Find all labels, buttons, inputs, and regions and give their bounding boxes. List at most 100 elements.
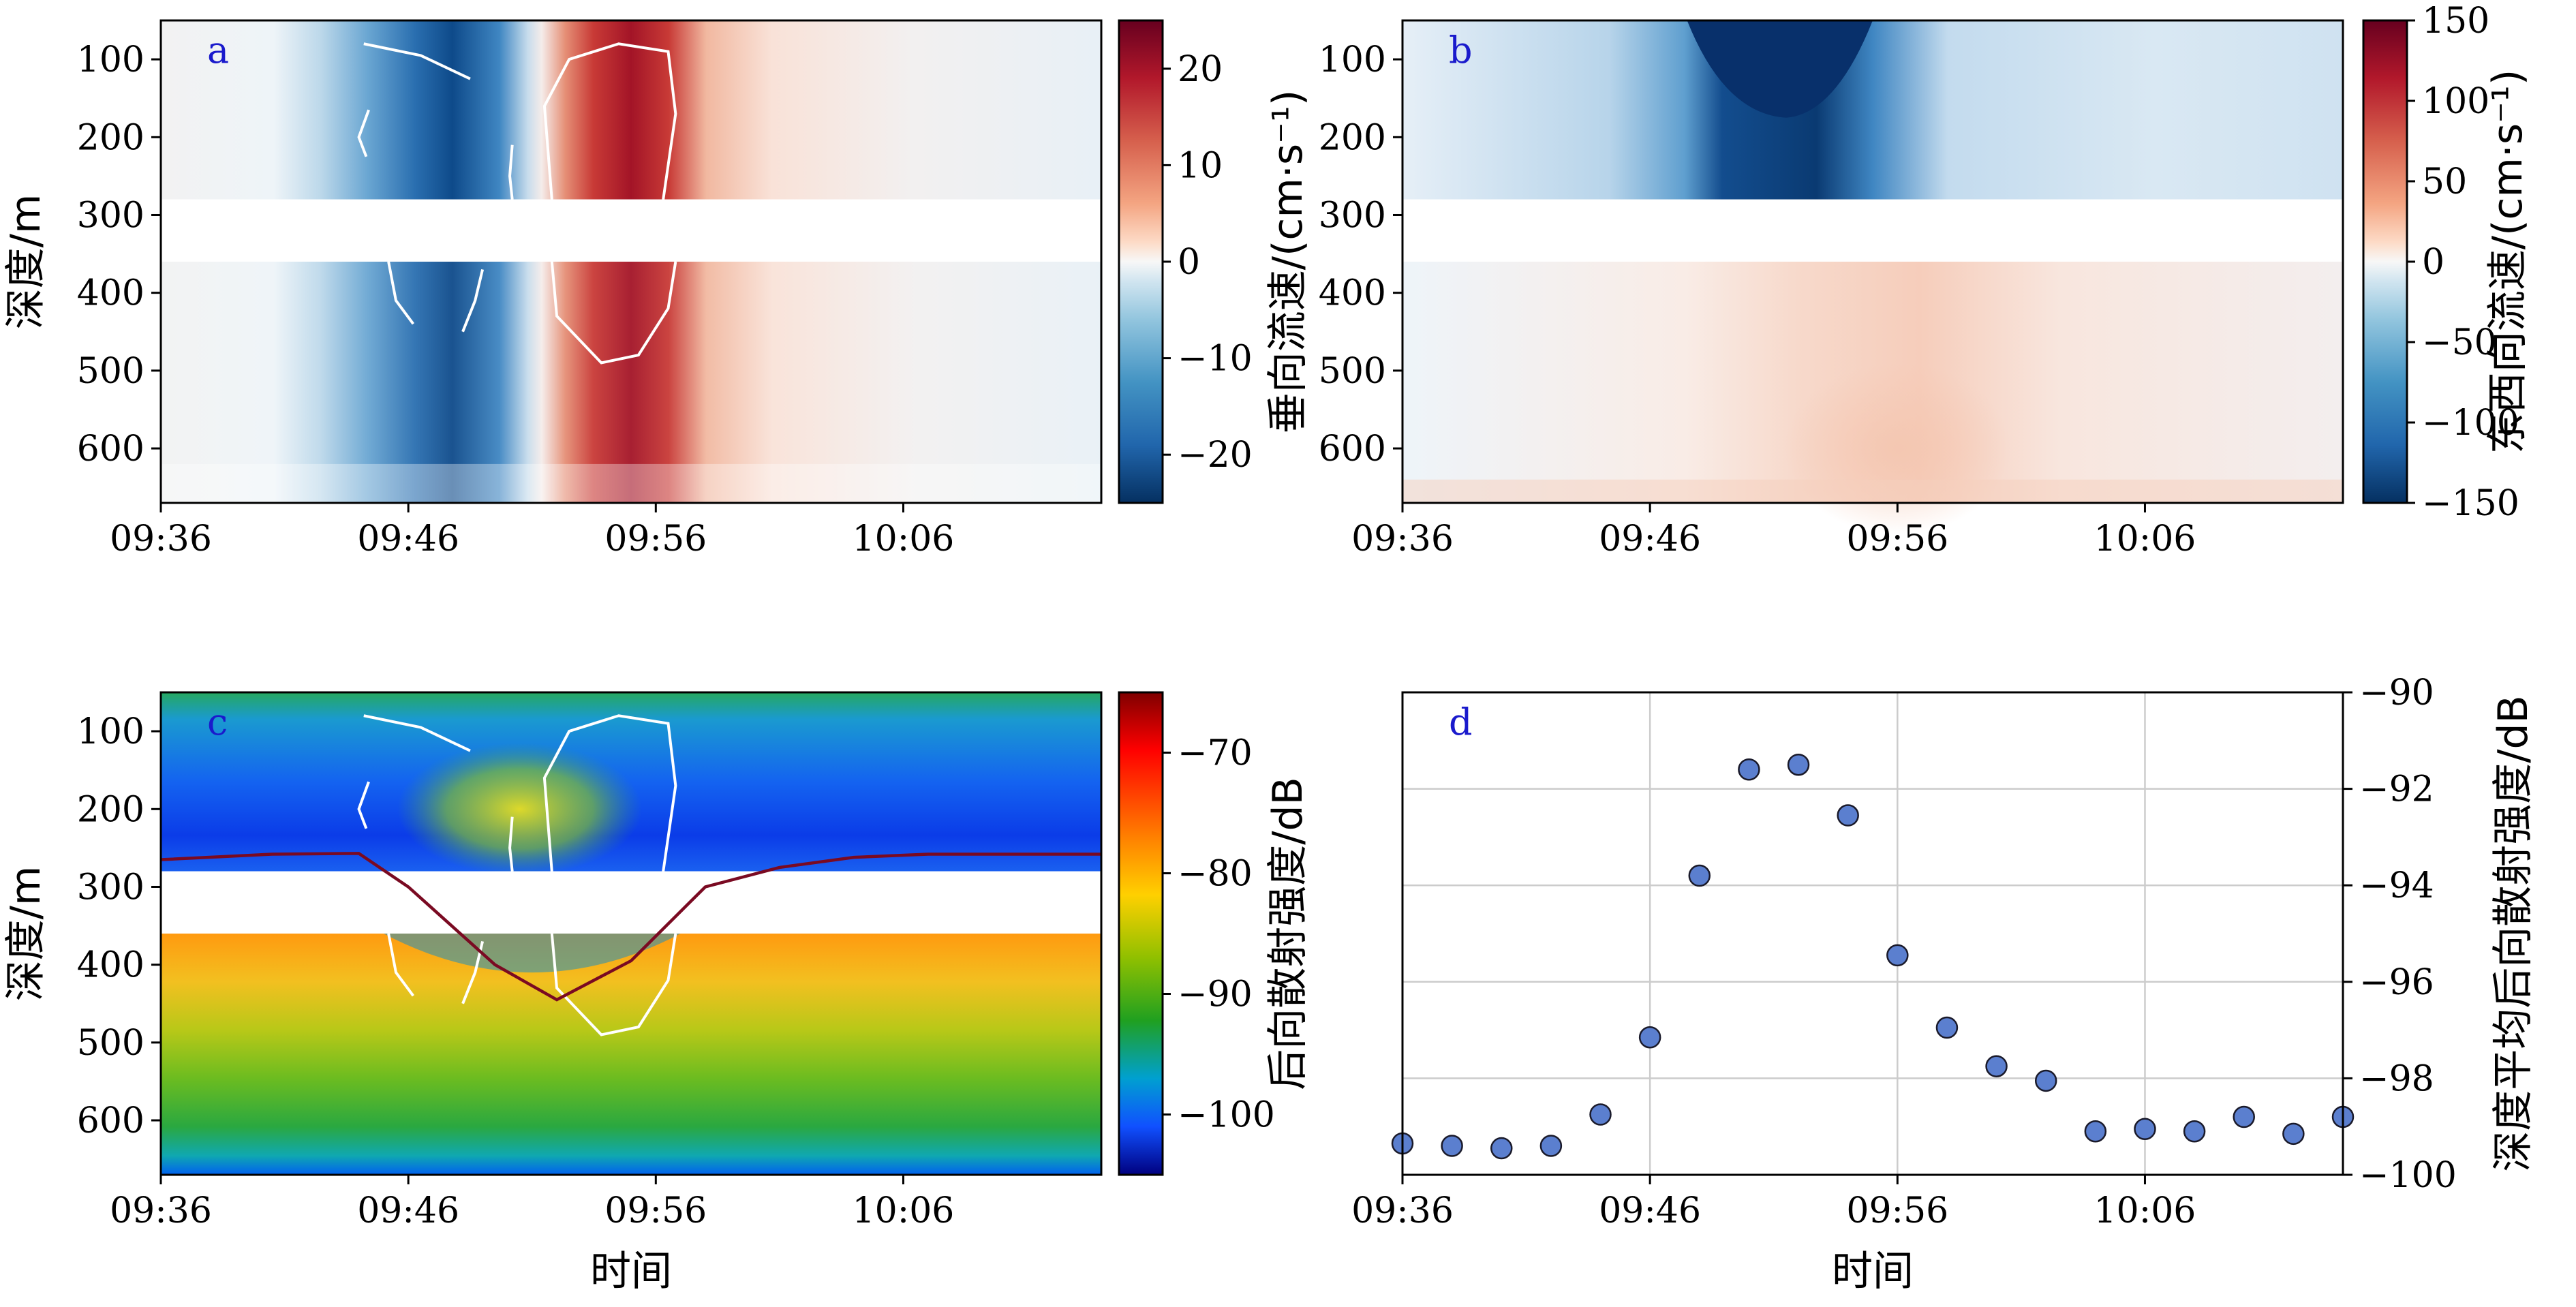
gridlines xyxy=(1402,692,2343,1175)
y-tick-label: 500 xyxy=(77,351,144,392)
panel-label: a xyxy=(207,29,229,72)
panel-c: 09:36 09:46 09:56 10:06 100 200 300 400 500 600 c 深… xyxy=(2,691,1312,1295)
contour-segment xyxy=(363,42,471,80)
data-point xyxy=(1490,1137,1513,1160)
colorbar-tick-label: −80 xyxy=(1178,854,1253,895)
colorbar-label: 垂向流速/(cm·s⁻¹) xyxy=(1264,90,1312,434)
y-tick-label: −92 xyxy=(2359,769,2434,810)
x-tick-label: 10:06 xyxy=(2094,1190,2196,1231)
contour-closed-lower xyxy=(550,261,677,365)
y-tick-label: 200 xyxy=(77,789,144,830)
y-tick-label: 600 xyxy=(77,1101,144,1141)
heatmap-upper-layer xyxy=(161,20,1101,200)
data-point xyxy=(1638,1026,1661,1049)
colorbar-label: 后向散射强度/dB xyxy=(1264,777,1312,1090)
x-tick-label: 10:06 xyxy=(853,519,955,559)
high-backscatter-patch xyxy=(397,743,642,876)
data-gap xyxy=(1402,199,2343,262)
colorbar-tick-label: 10 xyxy=(1178,145,1223,186)
colorbar-tick-label: 0 xyxy=(2422,242,2444,283)
y-tick-label: 400 xyxy=(77,945,144,986)
heatmap-field-b xyxy=(1402,20,2343,534)
contour-closed-upper xyxy=(542,42,677,200)
y-tick-label: 400 xyxy=(77,273,144,314)
x-tick-label: 09:46 xyxy=(357,519,459,559)
x-axis-label: 时间 xyxy=(590,1248,672,1295)
heatmap-field-a xyxy=(161,20,1101,503)
colorbar-tick-label: −10 xyxy=(1178,339,1253,380)
contour-segment xyxy=(508,816,514,872)
colorbar-tick-label: 150 xyxy=(2422,1,2489,42)
colorbar-ramp xyxy=(1118,691,1164,1176)
y-tick-label: −98 xyxy=(2359,1058,2434,1099)
x-tick-label: 09:36 xyxy=(110,1190,212,1231)
contour-closed-upper xyxy=(542,714,677,872)
data-point xyxy=(1985,1055,2008,1077)
y-tick-label: 600 xyxy=(1319,429,1386,470)
colorbar-tick-label: −50 xyxy=(2422,322,2497,363)
x-tick-label: 09:46 xyxy=(357,1190,459,1231)
colorbar-tick-label: 20 xyxy=(1178,49,1223,90)
y-tick-label: −94 xyxy=(2359,865,2434,906)
data-gap xyxy=(161,871,1101,934)
x-axis-label: 时间 xyxy=(1832,1248,1914,1295)
x-tick-label: 09:36 xyxy=(1351,1190,1454,1231)
contour-segment xyxy=(363,714,471,752)
data-point xyxy=(2134,1118,2156,1140)
panel-b: 09:36 09:46 09:56 10:06100200300400500600b1… xyxy=(1319,1,2532,559)
y-tick-label: −96 xyxy=(2359,962,2434,1003)
axes-frame xyxy=(159,691,1103,1176)
y-tick-label: 100 xyxy=(77,711,144,752)
colorbar-tick-label: 0 xyxy=(1178,242,1200,283)
axes-frame xyxy=(1401,691,2344,1176)
heatmap-field-c xyxy=(161,692,1101,1175)
axes-frame xyxy=(159,19,1103,504)
data-point xyxy=(2282,1122,2305,1145)
heatmap-lower-layer xyxy=(161,262,1101,503)
panel-a: 09:36 09:46 09:56 10:06100200300400500600a深… xyxy=(2,19,1312,559)
colorbar-b: 150 100 50 0 −50 −100 −150 东西向流速/(cm·s⁻¹) xyxy=(2362,1,2532,524)
y-tick-label: 500 xyxy=(1319,351,1386,392)
x-tick-label: 09:56 xyxy=(604,1190,707,1231)
contour-closed-lower xyxy=(550,933,677,1036)
panel-label: d xyxy=(1449,701,1473,743)
contour-segment xyxy=(461,268,485,333)
data-point xyxy=(1886,944,1909,967)
x-tick-label: 09:46 xyxy=(1599,1190,1701,1231)
heatmap-upper-layer xyxy=(1402,20,2343,200)
bottom-band xyxy=(1402,479,2343,503)
y-tick-label: 300 xyxy=(77,195,144,236)
colorbar-c: −70 −80 −90 −100 后向散射强度/dB xyxy=(1118,691,1312,1176)
heatmap-lower-layer xyxy=(161,934,1101,1175)
colorbar-tick-label: −150 xyxy=(2422,483,2519,524)
y-axis-label: 深度平均后向散射强度/dB xyxy=(2489,695,2537,1171)
data-point xyxy=(1738,758,1760,781)
x-tick-label: 09:56 xyxy=(604,519,707,559)
dip-patch xyxy=(383,934,681,973)
contour-segment xyxy=(357,781,370,829)
heatmap-fade xyxy=(161,463,1101,503)
colorbar-label: 东西向流速/(cm·s⁻¹) xyxy=(2484,70,2532,455)
jet-core xyxy=(1687,20,1873,118)
colorbar-tick-label: −70 xyxy=(1178,733,1253,774)
axes-frame xyxy=(1401,19,2344,504)
y-tick-label: 400 xyxy=(1319,273,1386,314)
y-tick-label: 100 xyxy=(1319,40,1386,80)
y-tick-label: 200 xyxy=(1319,117,1386,158)
data-point xyxy=(1787,753,1810,776)
data-point xyxy=(1688,864,1711,887)
y-tick-label: 500 xyxy=(77,1023,144,1064)
colorbar-a: 20 10 0 −10 −20 垂向流速/(cm·s⁻¹) xyxy=(1118,19,1312,504)
data-point xyxy=(1441,1135,1463,1157)
y-tick-label: −90 xyxy=(2359,673,2434,713)
data-point xyxy=(1589,1103,1612,1126)
isopycnal-line xyxy=(160,852,1101,1002)
data-point xyxy=(2084,1120,2107,1143)
x-tick-label: 09:56 xyxy=(1846,519,1948,559)
x-tick-label: 09:56 xyxy=(1846,1190,1948,1231)
y-tick-label: 100 xyxy=(77,40,144,80)
colorbar-tick-label: −100 xyxy=(2422,403,2519,444)
colorbar-tick-label: −100 xyxy=(1178,1095,1275,1136)
y-axis-label: 深度/m xyxy=(2,866,50,1002)
